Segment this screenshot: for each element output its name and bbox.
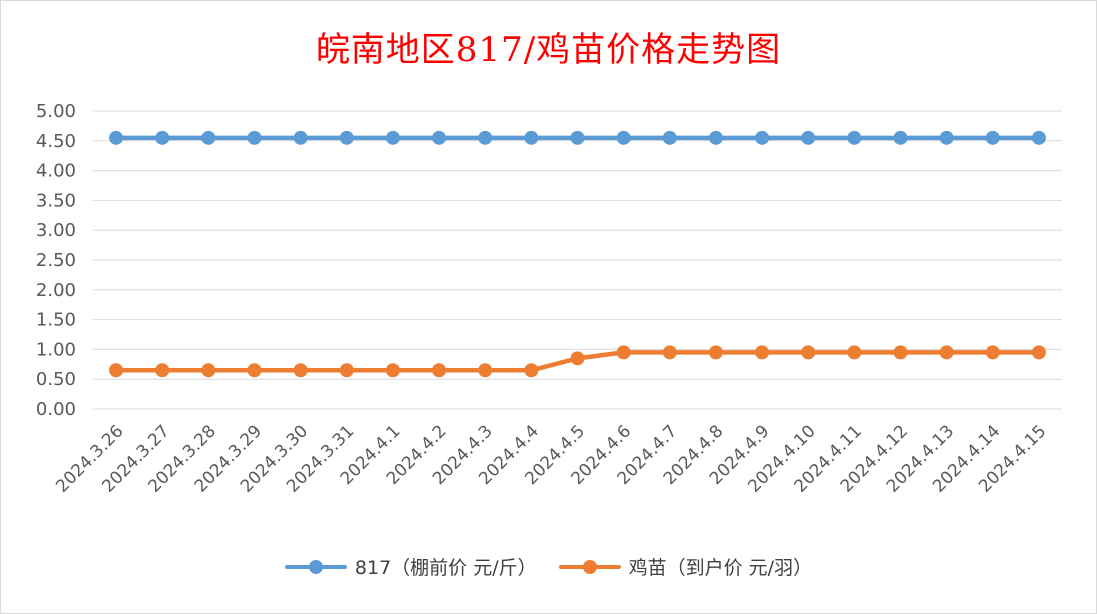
series-1-point: [385, 363, 400, 378]
series-0-point: [432, 130, 447, 145]
series-0-point: [1031, 130, 1046, 145]
series-0-point: [478, 130, 493, 145]
series-0-point: [570, 130, 585, 145]
series-1-point: [708, 345, 723, 360]
series-0-point: [155, 130, 170, 145]
y-tick-label: 3.00: [36, 220, 76, 241]
legend-marker-817: [308, 559, 323, 574]
series-1-point: [939, 345, 954, 360]
series-1-point: [247, 363, 262, 378]
series-1-point: [155, 363, 170, 378]
y-tick-label: 2.00: [36, 280, 76, 301]
series-1-point: [616, 345, 631, 360]
series-1-point: [293, 363, 308, 378]
series-0-point: [985, 130, 1000, 145]
series-0-point: [247, 130, 262, 145]
series-0-point: [755, 130, 770, 145]
series-0-point: [385, 130, 400, 145]
series-1-point: [478, 363, 493, 378]
y-tick-label: 4.50: [36, 131, 76, 152]
series-0-point: [339, 130, 354, 145]
y-tick-label: 1.50: [36, 310, 76, 331]
legend-key-817: [284, 559, 347, 574]
series-1-point: [339, 363, 354, 378]
legend-marker-chick: [582, 559, 597, 574]
series-0-point: [847, 130, 862, 145]
series-0-point: [524, 130, 539, 145]
chart-legend: 817（棚前价 元/斤） 鸡苗（到户价 元/羽）: [0, 553, 1097, 580]
series-0-point: [939, 130, 954, 145]
series-0-point: [893, 130, 908, 145]
series-1-point: [524, 363, 539, 378]
series-1-point: [201, 363, 216, 378]
legend-label-817: 817（棚前价 元/斤）: [354, 557, 537, 579]
series-1-point: [662, 345, 677, 360]
series-0-point: [801, 130, 816, 145]
series-1-point: [432, 363, 447, 378]
series-1-point: [893, 345, 908, 360]
series-1-point: [1031, 345, 1046, 360]
series-1-point: [755, 345, 770, 360]
legend-label-chick: 鸡苗（到户价 元/羽）: [628, 557, 813, 579]
series-0-point: [201, 130, 216, 145]
legend-item-817: 817（棚前价 元/斤）: [284, 553, 537, 580]
legend-key-chick: [558, 559, 621, 574]
series-0-point: [616, 130, 631, 145]
series-1-point: [109, 363, 124, 378]
y-tick-label: 4.00: [36, 161, 76, 182]
series-1-point: [801, 345, 816, 360]
y-tick-label: 3.50: [36, 190, 76, 211]
series-1-point: [847, 345, 862, 360]
series-1-point: [570, 351, 585, 366]
y-tick-label: 0.50: [36, 369, 76, 390]
y-tick-label: 2.50: [36, 250, 76, 271]
y-tick-label: 5.00: [36, 101, 76, 122]
series-0-point: [662, 130, 677, 145]
y-tick-label: 1.00: [36, 339, 76, 360]
chart-title: 皖南地区817/鸡苗价格走势图: [315, 30, 782, 70]
legend-item-chick: 鸡苗（到户价 元/羽）: [558, 553, 813, 580]
series-0-point: [708, 130, 723, 145]
y-tick-label: 0.00: [36, 399, 76, 420]
series-1-point: [985, 345, 1000, 360]
series-0-point: [109, 130, 124, 145]
series-0-point: [293, 130, 308, 145]
